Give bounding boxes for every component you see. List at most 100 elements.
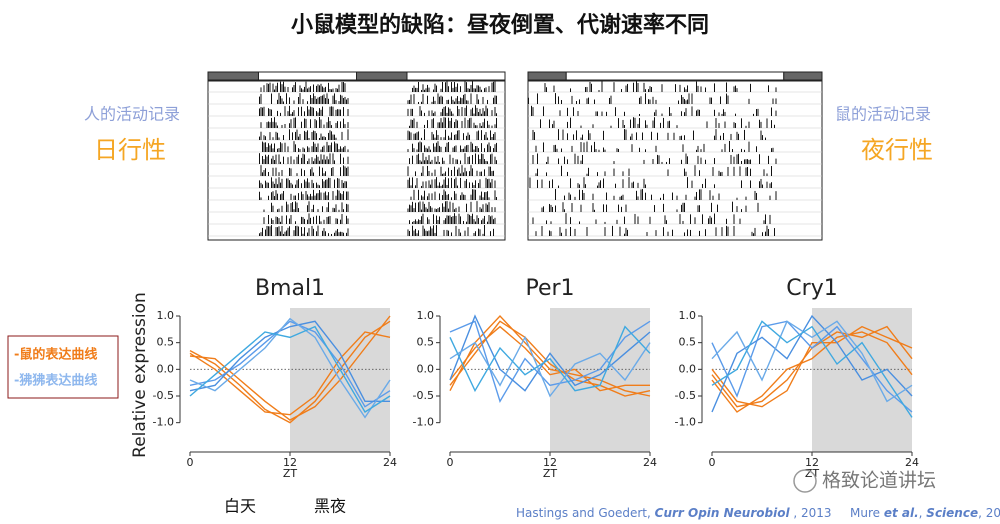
activity-bar	[454, 122, 455, 128]
x-axis-label: ZT	[283, 467, 298, 480]
activity-bar	[301, 168, 302, 176]
activity-bar	[434, 169, 436, 176]
activity-bar	[304, 86, 305, 92]
activity-bar	[481, 208, 482, 212]
activity-bar	[445, 146, 446, 152]
activity-bar	[706, 121, 708, 128]
activity-bar	[311, 98, 313, 104]
activity-bar	[718, 193, 720, 200]
activity-bar	[413, 118, 415, 128]
activity-bar	[328, 82, 329, 92]
activity-bar	[334, 160, 335, 164]
activity-bar	[718, 123, 720, 128]
activity-bar	[442, 157, 443, 164]
activity-bar	[709, 97, 711, 104]
activity-bar	[558, 96, 559, 104]
activity-bar	[329, 121, 331, 128]
activity-bar	[265, 229, 266, 236]
activity-bar	[292, 184, 293, 188]
activity-bar	[293, 230, 295, 236]
activity-bar	[334, 208, 335, 212]
activity-bar	[496, 95, 497, 104]
activity-bar	[307, 130, 308, 140]
activity-bar	[579, 184, 580, 188]
activity-bar	[541, 179, 543, 188]
activity-bar	[325, 159, 326, 164]
activity-bar	[278, 226, 280, 236]
activity-bar	[445, 218, 446, 224]
activity-bar	[287, 146, 289, 152]
activity-bar	[727, 226, 729, 236]
activity-bar	[570, 226, 571, 236]
activity-bar	[301, 157, 302, 164]
activity-bar	[726, 225, 727, 236]
activity-bar	[570, 178, 571, 188]
activity-bar	[280, 161, 281, 164]
activity-bar	[311, 209, 313, 212]
activity-bar	[645, 192, 646, 200]
activity-bar	[470, 141, 472, 152]
activity-bar	[320, 133, 322, 140]
activity-bar	[415, 228, 416, 236]
activity-bar	[484, 169, 485, 176]
activity-bar	[490, 182, 491, 188]
activity-bar	[284, 231, 286, 236]
activity-bar	[481, 125, 482, 128]
activity-bar	[434, 83, 436, 92]
light-bar	[207, 71, 259, 81]
activity-bar	[580, 137, 582, 140]
activity-bar	[305, 191, 307, 200]
activity-bar	[328, 117, 329, 128]
activity-bar	[655, 99, 657, 104]
activity-bar	[344, 145, 346, 152]
activity-bar	[639, 147, 640, 152]
activity-bar	[445, 201, 446, 212]
activity-bar	[723, 109, 724, 116]
activity-bar	[268, 195, 269, 200]
activity-bar	[766, 181, 768, 188]
activity-bar	[343, 118, 344, 128]
activity-bar	[313, 216, 314, 224]
activity-bar	[269, 82, 271, 92]
activity-bar	[269, 109, 271, 116]
activity-bar	[310, 169, 311, 176]
activity-bar	[449, 201, 451, 212]
activity-bar	[427, 231, 428, 236]
activity-bar	[271, 93, 272, 104]
activity-bar	[434, 100, 436, 104]
activity-bar	[549, 119, 550, 128]
activity-bar	[263, 209, 265, 212]
x-axis-label: ZT	[543, 467, 558, 480]
activity-bar	[340, 153, 341, 164]
activity-bar	[475, 146, 476, 152]
activity-bar	[488, 124, 490, 128]
activity-bar	[687, 99, 688, 104]
activity-bar	[609, 97, 610, 104]
activity-bar	[733, 86, 735, 92]
activity-bar	[266, 182, 268, 188]
activity-bar	[280, 95, 281, 104]
activity-bar	[347, 204, 349, 212]
activity-bar	[715, 227, 717, 236]
activity-bar	[292, 202, 293, 212]
activity-bar	[646, 232, 648, 236]
activity-bar	[418, 219, 419, 224]
activity-bar	[553, 120, 555, 128]
activity-bar	[424, 190, 425, 200]
activity-bar	[636, 132, 637, 140]
y-tick-label: -1.0	[413, 416, 434, 429]
activity-bar	[269, 122, 271, 128]
legend-baboon: -狒狒表达曲线	[14, 373, 97, 389]
activity-bar	[266, 122, 268, 128]
activity-bar	[771, 107, 772, 116]
activity-bar	[262, 184, 263, 188]
activity-bar	[699, 205, 700, 212]
activity-bar	[448, 194, 449, 200]
activity-bar	[284, 106, 286, 116]
activity-bar	[307, 88, 308, 92]
activity-bar	[278, 93, 280, 104]
activity-bar	[541, 207, 543, 212]
activity-bar	[316, 98, 317, 104]
activity-bar	[685, 194, 687, 200]
activity-bar	[331, 142, 332, 152]
